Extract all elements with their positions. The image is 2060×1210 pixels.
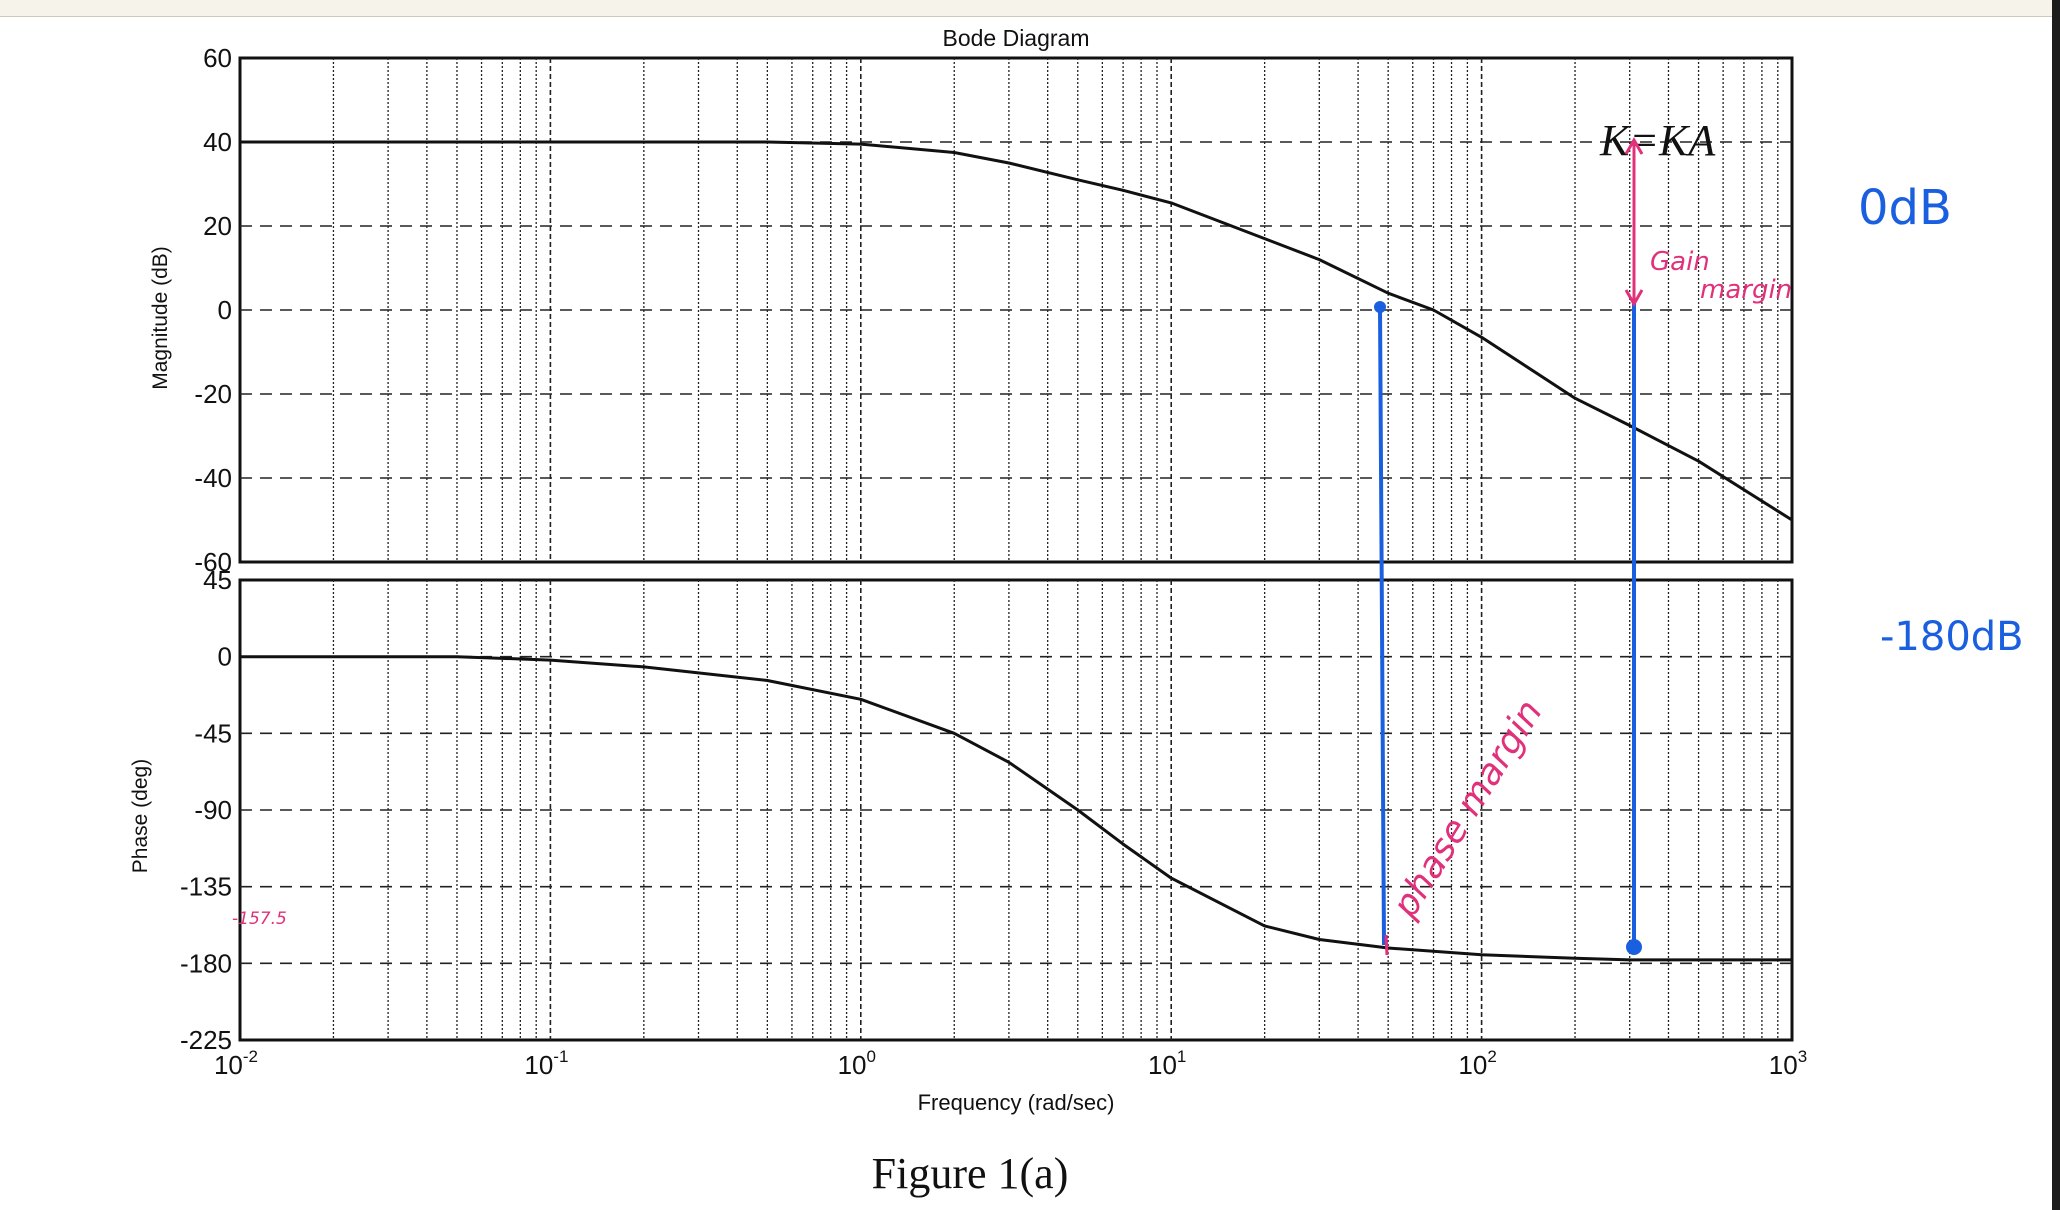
magnitude-ytick-label: 0 <box>218 295 232 325</box>
magnitude-ytick-label: 20 <box>203 211 232 241</box>
phase-ytick-label: -225 <box>180 1025 232 1055</box>
gain-condition-label: K=KA <box>1599 116 1716 165</box>
magnitude-ytick-label: 40 <box>203 127 232 157</box>
magnitude-axis-label: Magnitude (dB) <box>149 246 172 390</box>
phase-crossover-line <box>1378 306 1386 946</box>
bode-curves <box>240 140 1793 962</box>
arrow-head-down-icon <box>1624 289 1644 308</box>
chart-title: Bode Diagram <box>942 25 1089 51</box>
xtick-label: 102 <box>1458 1047 1496 1080</box>
zero-db-note: 0dB <box>1858 180 1952 236</box>
xtick-label: 10-2 <box>214 1047 258 1080</box>
arrow-head-up-icon <box>1624 136 1644 155</box>
handwritten-markup <box>1374 136 1644 956</box>
phase-ytick-label: -90 <box>194 795 232 825</box>
magnitude-ytick-label: 60 <box>203 43 232 73</box>
magnitude-ytick-label: -20 <box>194 379 232 409</box>
gain-margin-note-1: Gain <box>1650 247 1710 277</box>
grid <box>240 58 1792 1040</box>
phase-value-note: -157.5 <box>232 909 287 929</box>
magnitude-curve <box>240 140 1793 522</box>
minus-180-note: -180dB <box>1880 614 2024 660</box>
phase-axis-label: Phase (deg) <box>129 759 152 873</box>
window-top-bar <box>0 0 2060 17</box>
phase-ytick-label: 0 <box>218 642 232 672</box>
xtick-label: 100 <box>838 1047 876 1080</box>
magnitude-ytick-label: -60 <box>194 547 232 577</box>
phase-ytick-label: -135 <box>180 872 232 902</box>
xtick-label: 101 <box>1148 1047 1186 1080</box>
xtick-label: 10-1 <box>524 1047 568 1080</box>
phase-ytick-label: -180 <box>180 948 232 978</box>
gain-margin-note-2: margin <box>1700 275 1792 305</box>
phase-curve <box>240 655 1792 962</box>
xtick-label: 103 <box>1769 1047 1807 1080</box>
phase-ytick-label: -45 <box>194 718 232 748</box>
magnitude-ytick-label: -40 <box>194 463 232 493</box>
phase-180-point <box>1626 939 1642 955</box>
x-tick-labels: 10-2 10-1 100 101 102 103 <box>214 1047 1807 1080</box>
phase-plot-frame <box>238 578 1794 1042</box>
frequency-axis-label: Frequency (rad/sec) <box>918 1090 1115 1115</box>
window-edge <box>2052 0 2060 1210</box>
phase-margin-tick <box>1384 934 1389 956</box>
magnitude-plot-frame <box>238 56 1794 564</box>
figure-caption: Figure 1(a) <box>872 1149 1069 1198</box>
gain-crossover-point <box>1374 301 1386 313</box>
phase-ytick-label: 45 <box>203 565 232 595</box>
